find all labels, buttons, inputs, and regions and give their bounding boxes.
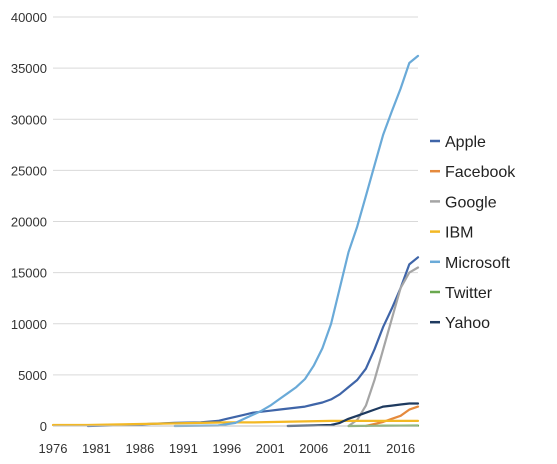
axis-layer: 0 5000 10000 15000 20000 25000 30000 35000 40000… (11, 10, 418, 456)
legend-label-ibm: IBM (445, 225, 473, 242)
x-tick-label: 2001 (256, 441, 285, 456)
legend-label-twitter: Twitter (445, 285, 493, 302)
x-tick-label: 1986 (125, 441, 154, 456)
x-tick-label: 1991 (169, 441, 198, 456)
legend-label-microsoft: Microsoft (445, 255, 510, 272)
x-tick-label: 1976 (39, 441, 68, 456)
y-tick-label: 5000 (18, 368, 47, 383)
series-line-google (349, 268, 419, 427)
x-tick-label: 2016 (386, 441, 415, 456)
legend-label-facebook: Facebook (445, 164, 516, 181)
y-tick-label: 20000 (11, 215, 47, 230)
grid-layer (53, 17, 418, 375)
legend: Apple Facebook Google IBM Microsoft Twitter Ya… (430, 134, 516, 332)
y-tick-label: 35000 (11, 61, 47, 76)
y-tick-label: 15000 (11, 266, 47, 281)
y-tick-label: 30000 (11, 112, 47, 127)
y-tick-label: 40000 (11, 10, 47, 25)
y-tick-label: 10000 (11, 317, 47, 332)
y-tick-label: 0 (40, 419, 47, 434)
x-tick-label: 1981 (82, 441, 111, 456)
legend-label-yahoo: Yahoo (445, 315, 490, 332)
legend-label-apple: Apple (445, 134, 486, 151)
x-tick-label: 2011 (343, 441, 371, 456)
x-tick-label: 1996 (212, 441, 241, 456)
series-layer (53, 56, 418, 426)
legend-label-google: Google (445, 194, 497, 211)
y-tick-label: 25000 (11, 163, 47, 178)
series-line-microsoft (175, 56, 418, 426)
x-tick-label: 2006 (299, 441, 328, 456)
